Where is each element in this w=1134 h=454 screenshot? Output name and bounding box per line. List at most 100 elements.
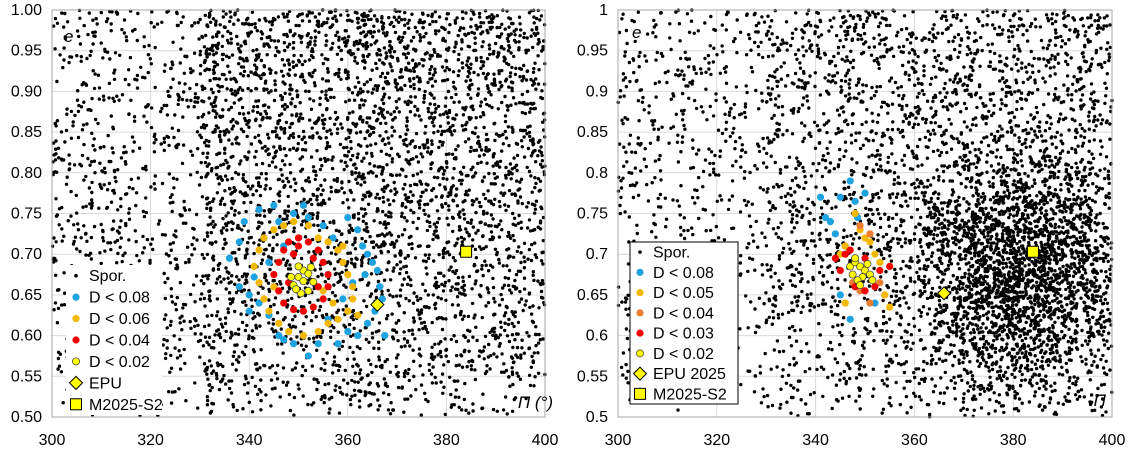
sporadic-point [539, 95, 543, 100]
sporadic-point [228, 19, 232, 24]
sporadic-point [283, 126, 287, 131]
sporadic-point [336, 368, 341, 373]
sporadic-point [115, 261, 119, 265]
sporadic-point [111, 96, 115, 101]
sporadic-point [84, 174, 88, 179]
data-point [309, 303, 317, 311]
sporadic-point [116, 168, 120, 172]
sporadic-point [403, 83, 407, 88]
sporadic-point [407, 328, 411, 333]
data-point [358, 242, 367, 250]
y-tick-label: 1.00 [11, 2, 42, 19]
sporadic-point [470, 130, 475, 135]
sporadic-point [403, 228, 407, 232]
sporadic-point [527, 334, 531, 338]
sporadic-point [239, 44, 243, 48]
sporadic-point [337, 67, 341, 72]
sporadic-point [526, 48, 530, 52]
sporadic-point [476, 87, 481, 91]
sporadic-point [224, 98, 228, 103]
sporadic-point [460, 285, 464, 290]
sporadic-point [241, 176, 245, 180]
sporadic-point [255, 362, 259, 366]
sporadic-point [102, 98, 106, 102]
sporadic-point [373, 84, 378, 88]
sporadic-point [531, 45, 535, 50]
sporadic-point [275, 243, 279, 247]
sporadic-point [230, 274, 234, 278]
sporadic-point [193, 300, 197, 304]
sporadic-point [353, 59, 357, 63]
sporadic-point [419, 182, 424, 186]
sporadic-point [456, 73, 460, 78]
sporadic-point [82, 178, 86, 182]
sporadic-point [118, 245, 122, 249]
sporadic-point [311, 310, 315, 314]
sporadic-point [74, 193, 79, 198]
sporadic-point [182, 347, 186, 352]
sporadic-point [268, 304, 273, 309]
sporadic-point [904, 264, 908, 268]
sporadic-point [112, 71, 116, 75]
sporadic-point [336, 308, 341, 312]
sporadic-point [55, 79, 59, 84]
sporadic-point [454, 388, 458, 392]
sporadic-point [451, 269, 455, 274]
sporadic-point [462, 26, 466, 30]
sporadic-point [479, 21, 483, 25]
data-point [324, 283, 332, 291]
sporadic-point [381, 167, 385, 171]
sporadic-point [435, 220, 440, 225]
sporadic-point [300, 373, 304, 378]
sporadic-point [199, 332, 203, 336]
sporadic-point [279, 167, 283, 172]
sporadic-point [200, 115, 204, 119]
sporadic-point [537, 68, 541, 72]
sporadic-point [405, 128, 410, 132]
sporadic-point [216, 328, 221, 332]
sporadic-point [184, 399, 188, 403]
y-tick-label: 0.55 [11, 368, 42, 385]
sporadic-point [230, 142, 234, 146]
sporadic-point [394, 173, 399, 177]
sporadic-point [318, 304, 323, 309]
sporadic-point [237, 111, 242, 116]
sporadic-point [321, 113, 325, 118]
sporadic-point [392, 110, 396, 114]
sporadic-point [429, 65, 434, 69]
chart-left-legend: Spor.D < 0.08D < 0.06D < 0.04D < 0.02EPU… [66, 265, 163, 415]
sporadic-point [125, 38, 129, 43]
sporadic-point [431, 19, 435, 24]
sporadic-point [513, 33, 517, 37]
sporadic-point [401, 187, 405, 191]
sporadic-point [426, 13, 430, 18]
sporadic-point [302, 322, 306, 326]
sporadic-point [1076, 376, 1080, 380]
sporadic-point [538, 18, 542, 22]
sporadic-point [214, 240, 218, 244]
sporadic-point [430, 76, 434, 81]
sporadic-point [413, 49, 418, 53]
sporadic-point [224, 223, 229, 228]
sporadic-point [163, 356, 168, 361]
sporadic-point [169, 353, 173, 358]
sporadic-point [534, 87, 538, 91]
sporadic-point [288, 148, 292, 152]
sporadic-point [433, 110, 437, 114]
sporadic-point [1023, 65, 1028, 69]
sporadic-point [417, 328, 421, 332]
sporadic-point [299, 53, 303, 58]
sporadic-point [444, 152, 449, 157]
sporadic-point [240, 22, 245, 26]
sporadic-point [442, 363, 446, 367]
sporadic-point [198, 72, 203, 76]
sporadic-point [256, 392, 260, 396]
sporadic-point [320, 53, 324, 57]
sporadic-point [205, 164, 209, 168]
sporadic-point [902, 163, 906, 167]
sporadic-point [350, 170, 354, 174]
sporadic-point [504, 79, 508, 83]
sporadic-point [58, 352, 63, 356]
sporadic-point [140, 75, 145, 80]
sporadic-point [148, 261, 152, 265]
